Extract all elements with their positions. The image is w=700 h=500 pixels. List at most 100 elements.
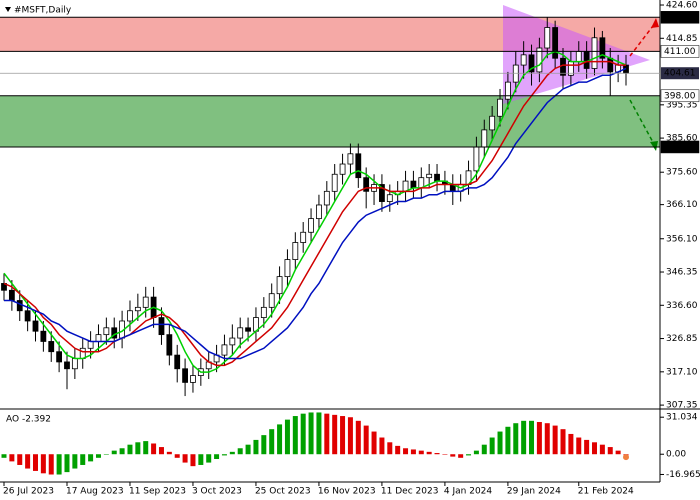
x-tick-label: 16 Nov 2023 xyxy=(318,487,376,497)
ao-bar xyxy=(158,447,164,455)
candle-body xyxy=(347,153,354,165)
candle-body xyxy=(95,334,102,342)
candle-body xyxy=(386,194,393,202)
ao-bar xyxy=(615,450,621,455)
x-tick-label: 29 Jan 2024 xyxy=(507,487,561,497)
ao-bar xyxy=(529,420,535,455)
ao-bar xyxy=(434,453,440,455)
ao-bar xyxy=(497,431,503,455)
candle-body xyxy=(268,293,275,308)
candle-body xyxy=(520,54,527,66)
candle-body xyxy=(16,300,23,312)
ao-bar xyxy=(292,416,298,455)
candle-body xyxy=(276,276,283,295)
candle-body xyxy=(363,177,370,192)
x-tick-label: 17 Aug 2023 xyxy=(66,487,124,497)
y-tick-label: 385.60 xyxy=(666,134,698,144)
level-label: 421.00 xyxy=(664,13,696,23)
ao-bar xyxy=(80,454,86,465)
ao-bar xyxy=(40,454,46,474)
ao-bar xyxy=(363,425,369,455)
ao-bar xyxy=(599,444,605,455)
candle-body xyxy=(8,289,15,301)
y-tick-label: 31.034 xyxy=(666,413,698,423)
ao-bar xyxy=(418,450,424,455)
candle-body xyxy=(221,344,228,356)
ao-bar xyxy=(607,447,613,455)
ao-bar xyxy=(253,439,259,455)
candle-body xyxy=(331,173,338,192)
candle-body xyxy=(560,57,566,76)
candle-body xyxy=(512,64,519,83)
candle-body xyxy=(71,358,78,370)
candle-body xyxy=(134,306,141,312)
ao-bar xyxy=(95,454,101,458)
y-tick-label: -16.965 xyxy=(666,470,700,480)
candle-body xyxy=(32,320,39,332)
ao-bar xyxy=(56,454,62,475)
candle-body xyxy=(87,341,94,349)
y-tick-label: 346.35 xyxy=(666,268,698,278)
y-tick-label: 395.35 xyxy=(666,100,698,110)
y-tick-label: 366.10 xyxy=(666,200,698,210)
ao-bar xyxy=(72,454,78,469)
arrow-head xyxy=(650,141,658,151)
candle-body xyxy=(473,146,480,172)
candle-body xyxy=(40,330,47,342)
candle-body xyxy=(599,37,606,59)
candle-body xyxy=(552,27,559,59)
ao-bar xyxy=(489,437,495,455)
candle-body xyxy=(64,361,70,370)
moving-average xyxy=(3,50,627,373)
candle-body xyxy=(284,259,291,278)
breakout-arrow-down xyxy=(629,99,656,147)
ao-bar xyxy=(277,424,283,455)
level-label-box xyxy=(660,89,700,103)
ao-bar xyxy=(576,437,582,455)
candle-body xyxy=(245,327,251,332)
candle-body xyxy=(410,180,417,189)
ao-bar xyxy=(198,454,204,465)
candle-body xyxy=(339,163,346,175)
candle-body xyxy=(316,204,322,220)
candle-body xyxy=(300,231,307,243)
arrow-head xyxy=(651,18,659,28)
candle-body xyxy=(56,351,63,363)
y-tick-label: 307.35 xyxy=(666,401,698,411)
ao-bar xyxy=(592,442,598,455)
ao-bar xyxy=(229,451,235,455)
candle-body xyxy=(536,47,543,73)
x-tick-label: 11 Sep 2023 xyxy=(129,487,186,497)
candle-body xyxy=(308,218,314,233)
ao-bar xyxy=(560,429,566,455)
ao-bar xyxy=(308,412,314,455)
ao-bar xyxy=(552,425,558,455)
ao-bar xyxy=(379,437,385,455)
y-tick-label: 424.60 xyxy=(666,1,698,11)
candle-body xyxy=(190,375,196,383)
ao-bar xyxy=(584,439,590,455)
candle-body xyxy=(379,184,385,202)
ao-bar xyxy=(466,454,472,456)
ao-bar xyxy=(387,442,393,455)
candle-body xyxy=(591,37,598,69)
ao-bar xyxy=(261,435,267,455)
ao-bar xyxy=(505,426,511,455)
ao-bar xyxy=(347,417,353,455)
candle-body xyxy=(481,129,488,148)
candle-body xyxy=(434,173,440,182)
ao-bar xyxy=(521,420,527,455)
candle-body xyxy=(426,173,433,179)
ao-bar xyxy=(103,454,109,455)
ao-bar xyxy=(111,450,117,455)
candle-body xyxy=(528,54,535,73)
zone xyxy=(0,95,660,147)
ao-bar xyxy=(245,444,251,455)
ao-bar xyxy=(332,414,338,455)
level-label-box xyxy=(660,11,700,24)
candle-body xyxy=(504,81,511,100)
price-label-box xyxy=(661,67,699,80)
ao-bar xyxy=(513,423,519,455)
ao-bar xyxy=(340,416,346,455)
moving-average xyxy=(4,67,627,360)
